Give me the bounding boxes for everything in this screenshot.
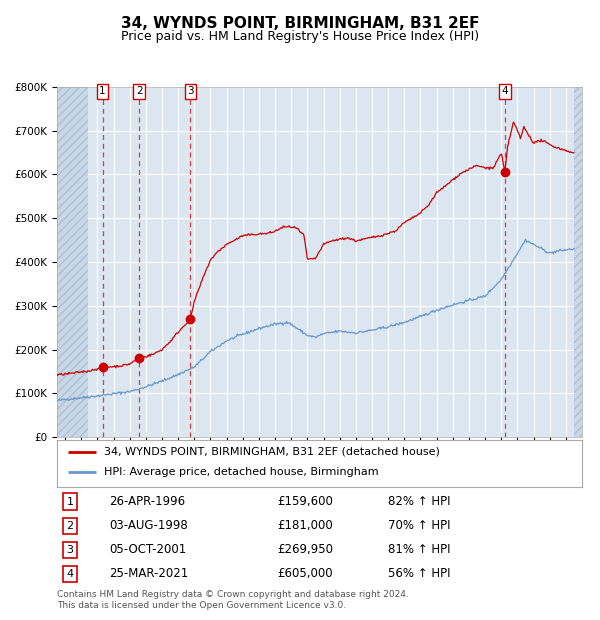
Text: HPI: Average price, detached house, Birmingham: HPI: Average price, detached house, Birm… [104, 467, 379, 477]
Text: 4: 4 [67, 569, 74, 579]
Bar [574, 87, 582, 437]
Text: 4: 4 [502, 86, 508, 96]
Text: 2: 2 [67, 521, 74, 531]
Text: 34, WYNDS POINT, BIRMINGHAM, B31 2EF: 34, WYNDS POINT, BIRMINGHAM, B31 2EF [121, 16, 479, 30]
Text: 82% ↑ HPI: 82% ↑ HPI [388, 495, 450, 508]
Text: 1: 1 [99, 86, 106, 96]
Text: £181,000: £181,000 [277, 520, 333, 533]
Text: 26-APR-1996: 26-APR-1996 [110, 495, 185, 508]
Text: 56% ↑ HPI: 56% ↑ HPI [388, 567, 450, 580]
Text: Price paid vs. HM Land Registry's House Price Index (HPI): Price paid vs. HM Land Registry's House … [121, 30, 479, 43]
Text: 70% ↑ HPI: 70% ↑ HPI [388, 520, 450, 533]
Text: 81% ↑ HPI: 81% ↑ HPI [388, 543, 450, 556]
Text: 3: 3 [67, 545, 74, 555]
Text: 05-OCT-2001: 05-OCT-2001 [110, 543, 187, 556]
Text: £269,950: £269,950 [277, 543, 334, 556]
Text: 03-AUG-1998: 03-AUG-1998 [110, 520, 188, 533]
Text: 25-MAR-2021: 25-MAR-2021 [110, 567, 189, 580]
Bar [57, 87, 88, 437]
Text: Contains HM Land Registry data © Crown copyright and database right 2024.
This d: Contains HM Land Registry data © Crown c… [57, 590, 409, 609]
Text: 3: 3 [187, 86, 194, 96]
Text: 2: 2 [136, 86, 143, 96]
Text: £605,000: £605,000 [277, 567, 333, 580]
Text: £159,600: £159,600 [277, 495, 334, 508]
Text: 34, WYNDS POINT, BIRMINGHAM, B31 2EF (detached house): 34, WYNDS POINT, BIRMINGHAM, B31 2EF (de… [104, 447, 440, 457]
Text: 1: 1 [67, 497, 74, 507]
